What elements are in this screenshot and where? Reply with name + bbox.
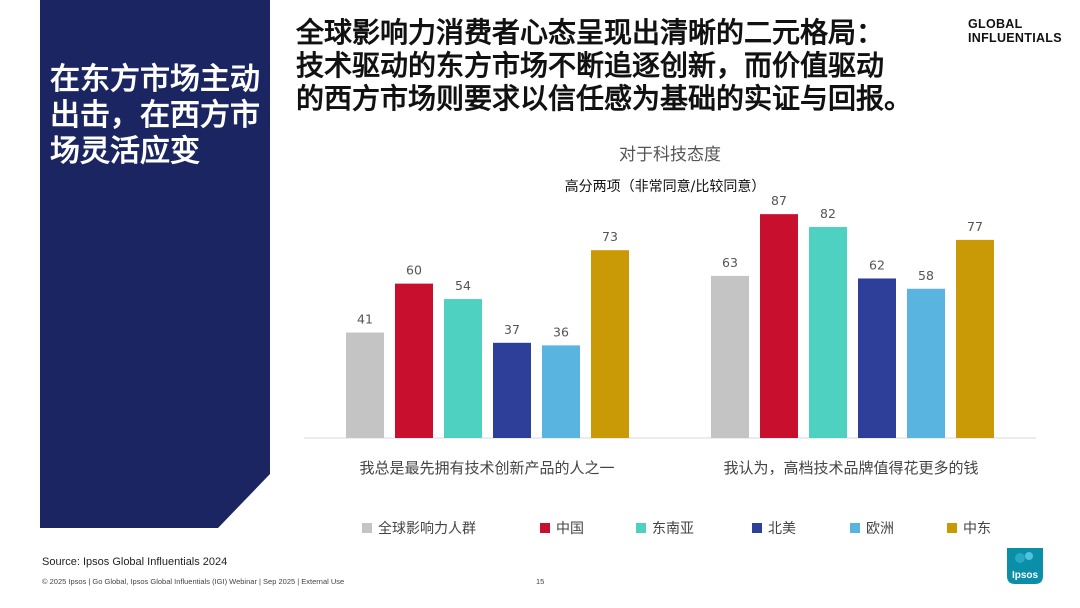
data-label-2-5: 58 bbox=[918, 268, 934, 283]
bar-1-6 bbox=[591, 250, 629, 438]
bar-2-6 bbox=[956, 239, 994, 438]
data-label-1-3: 54 bbox=[455, 278, 471, 293]
ipsos-logo-shape bbox=[1007, 548, 1043, 584]
data-label-2-1: 63 bbox=[722, 255, 738, 270]
legend-swatch-1 bbox=[362, 523, 372, 533]
data-label-2-2: 87 bbox=[771, 193, 787, 208]
data-label-1-6: 73 bbox=[602, 229, 618, 244]
bar-1-3 bbox=[444, 299, 482, 438]
bar-1-1 bbox=[346, 332, 384, 438]
data-label-2-4: 62 bbox=[869, 257, 885, 272]
headline-line-2: 技术驱动的东方市场不断追逐创新，而价值驱动 bbox=[296, 49, 885, 82]
brand-logo: GLOBAL INFLUENTIALS bbox=[968, 17, 1062, 45]
data-label-1-4: 37 bbox=[504, 322, 520, 337]
chart-title: 对于科技态度 bbox=[619, 145, 721, 165]
bar-2-1 bbox=[711, 275, 749, 438]
legend-swatch-3 bbox=[636, 523, 646, 533]
headline: 全球影响力消费者心态呈现出清晰的二元格局： 技术驱动的东方市场不断追逐创新，而价… bbox=[296, 16, 976, 115]
data-label-1-1: 41 bbox=[357, 312, 373, 327]
legend-label-2: 中国 bbox=[556, 521, 584, 537]
category-label-2: 我认为，高档技术品牌值得花更多的钱 bbox=[723, 459, 978, 477]
data-label-1-5: 36 bbox=[553, 324, 569, 339]
legend-label-5: 欧洲 bbox=[866, 521, 894, 537]
side-panel-shape bbox=[40, 0, 270, 528]
legend-label-4: 北美 bbox=[768, 521, 796, 537]
source-note: Source: Ipsos Global Influentials 2024 bbox=[42, 556, 228, 568]
legend-label-3: 东南亚 bbox=[652, 521, 694, 537]
legend-label-6: 中东 bbox=[963, 521, 991, 537]
brand-line-1: GLOBAL bbox=[968, 17, 1023, 31]
data-label-2-6: 77 bbox=[967, 219, 983, 234]
bar-1-2 bbox=[395, 283, 433, 438]
side-title: 在东方市场主动出击，在西方市场灵活应变 bbox=[50, 62, 260, 169]
headline-line-3: 的西方市场则要求以信任感为基础的实证与回报。 bbox=[296, 82, 913, 115]
bar-2-5 bbox=[907, 288, 945, 438]
footer-text: © 2025 Ipsos | Go Global, Ipsos Global I… bbox=[42, 577, 345, 586]
headline-line-1: 全球影响力消费者心态呈现出清晰的二元格局： bbox=[296, 16, 885, 49]
category-label-1: 我总是最先拥有技术创新产品的人之一 bbox=[359, 459, 614, 477]
page-number: 15 bbox=[536, 577, 545, 586]
data-label-2-3: 82 bbox=[820, 206, 836, 221]
legend-swatch-4 bbox=[752, 523, 762, 533]
data-label-1-2: 60 bbox=[406, 263, 422, 278]
side-panel: 在东方市场主动出击，在西方市场灵活应变 bbox=[40, 0, 270, 528]
legend-swatch-6 bbox=[947, 523, 957, 533]
bar-1-5 bbox=[542, 345, 580, 438]
ipsos-logo: Ipsos bbox=[1007, 548, 1043, 584]
legend-swatch-2 bbox=[540, 523, 550, 533]
legend-swatch-5 bbox=[850, 523, 860, 533]
bar-2-3 bbox=[809, 227, 847, 438]
ipsos-logo-text: Ipsos bbox=[1011, 570, 1039, 581]
brand-line-2: INFLUENTIALS bbox=[968, 31, 1062, 45]
chart-subtitle: 高分两项（非常同意/比较同意） bbox=[565, 178, 766, 195]
bar-2-2 bbox=[760, 214, 798, 438]
bar-1-4 bbox=[493, 342, 531, 438]
bar-2-4 bbox=[858, 278, 896, 438]
legend-label-1: 全球影响力人群 bbox=[378, 520, 476, 537]
